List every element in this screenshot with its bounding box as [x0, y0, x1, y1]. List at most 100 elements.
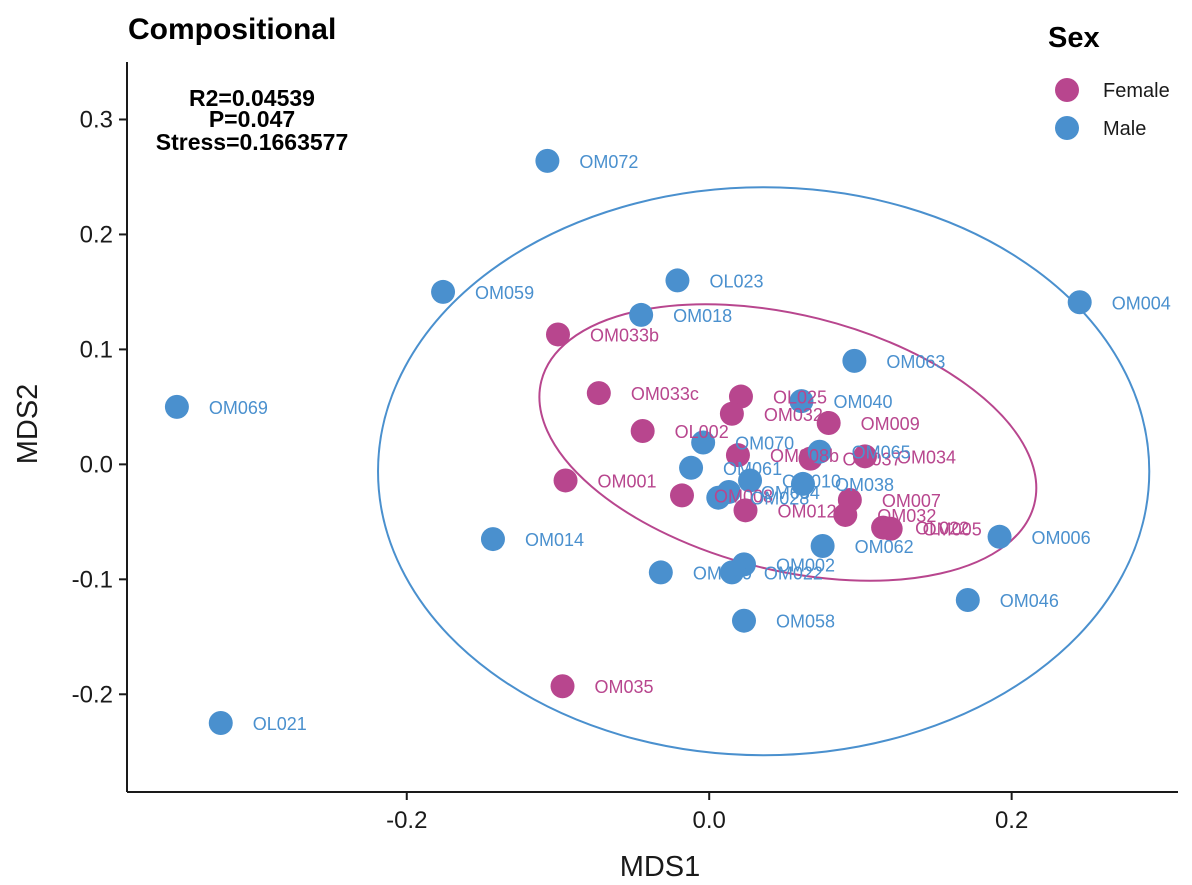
- point-label: OM070: [735, 434, 794, 454]
- point-label: OM033c: [631, 384, 699, 404]
- point-label: OM072: [579, 152, 638, 172]
- point-om009: [816, 410, 841, 435]
- point-label: OM040: [833, 392, 892, 412]
- point-label: OM054: [761, 483, 820, 503]
- point-om028: [706, 485, 731, 510]
- point-om035: [550, 674, 575, 699]
- point-label: OM008: [714, 486, 773, 506]
- confidence-ellipses: [377, 186, 1151, 757]
- point-label: OM033b: [590, 325, 659, 345]
- point-label: OL023: [709, 271, 763, 291]
- point-om008b: [725, 443, 750, 468]
- x-tick-label: 0.0: [693, 807, 726, 834]
- legend-title: Sex: [1048, 22, 1100, 54]
- point-label: OM020: [693, 563, 752, 583]
- point-label: OM007: [882, 491, 941, 511]
- point-om034: [852, 444, 877, 469]
- legend-female-label: Female: [1103, 80, 1170, 102]
- data-points: [164, 148, 1092, 736]
- point-ol021: [208, 711, 233, 736]
- point-om010: [738, 468, 763, 493]
- point-label: OM028: [750, 489, 809, 509]
- point-om065: [807, 439, 832, 464]
- point-label: OM062: [855, 537, 914, 557]
- ellipse-male: [377, 186, 1151, 757]
- x-axis-label: MDS1: [620, 851, 701, 883]
- y-axis-label: MDS2: [12, 384, 44, 465]
- stats-annotation: R2=0.04539 P=0.047 Stress=0.1663577: [156, 85, 348, 155]
- legend-male-marker: [1055, 116, 1079, 140]
- point-om006: [987, 524, 1012, 549]
- point-ol002: [630, 419, 655, 444]
- point-om020: [648, 560, 673, 585]
- point-label: OL021: [253, 714, 307, 734]
- point-label: OM046: [1000, 591, 1059, 611]
- point-label: OM008b: [770, 446, 839, 466]
- point-label: OM058: [776, 612, 835, 632]
- point-label: OM035: [595, 677, 654, 697]
- legend-male-label: Male: [1103, 118, 1146, 140]
- y-axis-ticks: -0.2 -0.1 0.0 0.1 0.2 0.3: [72, 106, 127, 708]
- point-om062: [810, 533, 835, 558]
- point-label: OM069: [209, 398, 268, 418]
- y-tick-label: -0.2: [72, 681, 113, 708]
- point-label: OM002: [776, 555, 835, 575]
- point-om018: [629, 302, 654, 327]
- point-om069: [164, 394, 189, 419]
- point-label: OM014: [525, 530, 584, 550]
- x-tick-label: 0.2: [995, 807, 1028, 834]
- legend: Sex Female Male: [1048, 22, 1170, 140]
- y-tick-label: -0.1: [72, 566, 113, 593]
- point-label: OM059: [475, 283, 534, 303]
- x-axis-ticks: -0.2 0.0 0.2: [386, 792, 1028, 834]
- point-om059: [431, 279, 456, 304]
- point-label: OL002: [675, 422, 729, 442]
- point-om072: [535, 148, 560, 173]
- point-om014: [480, 527, 505, 552]
- point-label: OM004: [1112, 293, 1171, 313]
- point-om038: [790, 471, 815, 496]
- point-om063: [842, 348, 867, 373]
- legend-female-marker: [1055, 78, 1079, 102]
- point-label: OM032a: [764, 405, 834, 425]
- point-om004: [1067, 290, 1092, 315]
- point-om058: [731, 608, 756, 633]
- point-label: OM022: [764, 563, 823, 583]
- point-om032a: [719, 401, 744, 426]
- point-ol023: [665, 268, 690, 293]
- point-om070: [691, 430, 716, 455]
- point-label: OM063: [886, 352, 945, 372]
- point-label: OM061: [723, 459, 782, 479]
- y-tick-label: 0.0: [80, 451, 113, 478]
- point-om001: [553, 468, 578, 493]
- point-label: OM037: [843, 450, 902, 470]
- point-om005: [878, 516, 903, 541]
- y-tick-label: 0.1: [80, 336, 113, 363]
- point-om046: [955, 588, 980, 613]
- point-om032: [833, 502, 858, 527]
- point-label: OM032: [877, 506, 936, 526]
- point-om061: [679, 455, 704, 480]
- stat-r2: R2=0.04539: [189, 85, 315, 111]
- axes: [126, 62, 1178, 793]
- chart-title: Compositional: [128, 13, 336, 46]
- stat-stress: Stress=0.1663577: [156, 129, 348, 155]
- y-tick-label: 0.2: [80, 221, 113, 248]
- ellipse-female: [538, 303, 1038, 582]
- point-label: OM034: [897, 447, 956, 467]
- point-label: OM038: [835, 475, 894, 495]
- point-om012: [733, 498, 758, 523]
- point-label: OM018: [673, 306, 732, 326]
- point-label: OM009: [861, 414, 920, 434]
- y-tick-label: 0.3: [80, 106, 113, 133]
- stat-p: P=0.047: [209, 106, 295, 132]
- point-om033b: [545, 322, 570, 347]
- point-label: OL022: [915, 519, 969, 539]
- point-om040: [789, 389, 814, 414]
- point-om008: [669, 483, 694, 508]
- point-label: OM065: [852, 443, 911, 463]
- point-om033c: [586, 381, 611, 406]
- x-tick-label: -0.2: [386, 807, 427, 834]
